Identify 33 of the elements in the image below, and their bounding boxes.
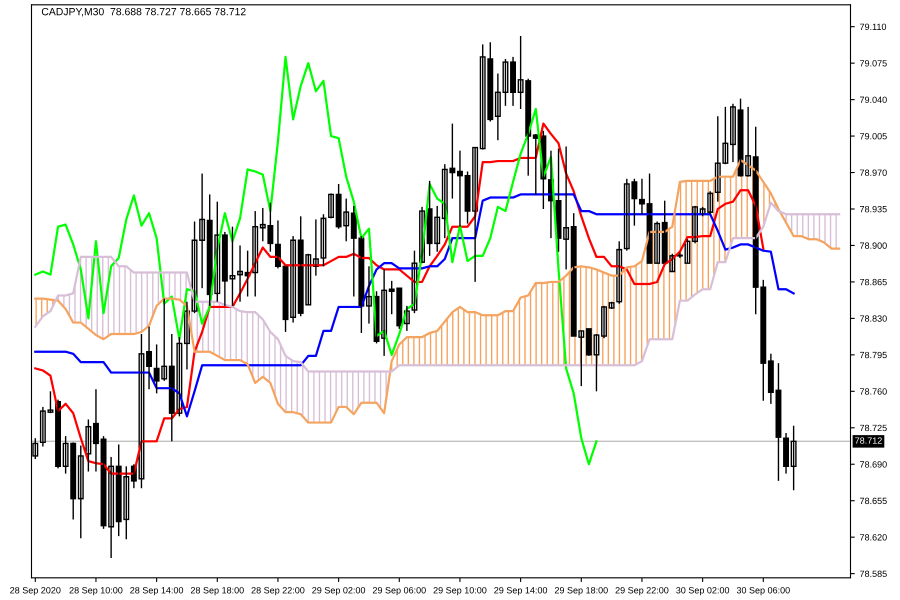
x-tick-label: 28 Sep 2020 bbox=[10, 587, 61, 596]
y-tick-label: 78.970 bbox=[860, 170, 887, 176]
y-tick-label: 78.830 bbox=[860, 315, 887, 322]
x-tick-label: 29 Sep 22:00 bbox=[616, 587, 668, 596]
y-tick-label: 78.585 bbox=[860, 570, 887, 577]
y-tick-label: 79.110 bbox=[860, 24, 886, 30]
y-tick-label: 78.865 bbox=[860, 278, 887, 286]
x-tick-label: 29 Sep 18:00 bbox=[554, 587, 608, 596]
chart-title: CADJPY,M30 78.688 78.727 78.665 78.712 bbox=[42, 8, 246, 17]
y-tick-label: 79.040 bbox=[860, 96, 887, 103]
y-tick-label: 79.075 bbox=[860, 60, 887, 66]
y-tick-label: 78.690 bbox=[860, 461, 887, 468]
ref-line-label: 78.712 bbox=[855, 437, 882, 444]
x-tick-label: 28 Sep 10:00 bbox=[70, 587, 122, 596]
y-tick-label: 79.005 bbox=[860, 133, 887, 140]
y-tick-label: 78.900 bbox=[860, 242, 887, 249]
line-series bbox=[34, 56, 598, 466]
x-tick-label: 29 Sep 14:00 bbox=[494, 587, 548, 596]
x-tick-label: 28 Sep 14:00 bbox=[130, 587, 184, 596]
x-tick-label: 29 Sep 06:00 bbox=[372, 587, 426, 596]
x-tick-label: 30 Sep 02:00 bbox=[676, 587, 730, 596]
y-tick-label: 78.655 bbox=[860, 498, 887, 504]
x-tick-label: 28 Sep 22:00 bbox=[252, 587, 304, 596]
x-tick-label: 30 Sep 06:00 bbox=[736, 587, 790, 596]
y-tick-label: 78.795 bbox=[860, 352, 887, 358]
y-tick-label: 78.935 bbox=[860, 206, 887, 212]
x-tick-label: 29 Sep 02:00 bbox=[312, 587, 366, 596]
y-tick-label: 78.620 bbox=[860, 534, 887, 541]
x-tick-label: 29 Sep 10:00 bbox=[434, 587, 486, 596]
x-tick-label: 28 Sep 18:00 bbox=[190, 587, 244, 596]
line-series bbox=[34, 202, 840, 373]
y-tick-label: 78.760 bbox=[860, 388, 887, 395]
y-tick-label: 78.725 bbox=[860, 424, 887, 432]
